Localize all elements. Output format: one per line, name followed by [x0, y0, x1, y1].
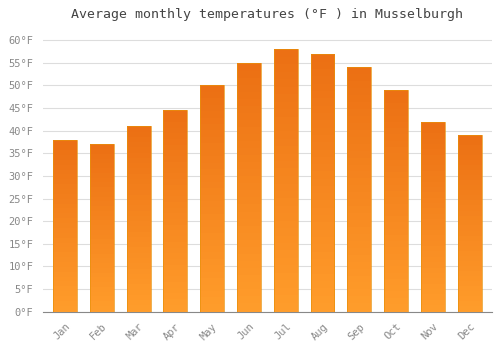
- Bar: [164, 110, 188, 312]
- Bar: [348, 67, 371, 312]
- Bar: [458, 135, 481, 312]
- Bar: [237, 63, 261, 312]
- Bar: [310, 54, 334, 312]
- Bar: [90, 144, 114, 312]
- Bar: [384, 90, 408, 312]
- Bar: [53, 140, 77, 312]
- Bar: [274, 49, 297, 312]
- Bar: [421, 122, 445, 312]
- Bar: [200, 85, 224, 312]
- Title: Average monthly temperatures (°F ) in Musselburgh: Average monthly temperatures (°F ) in Mu…: [72, 8, 464, 21]
- Bar: [126, 126, 150, 312]
